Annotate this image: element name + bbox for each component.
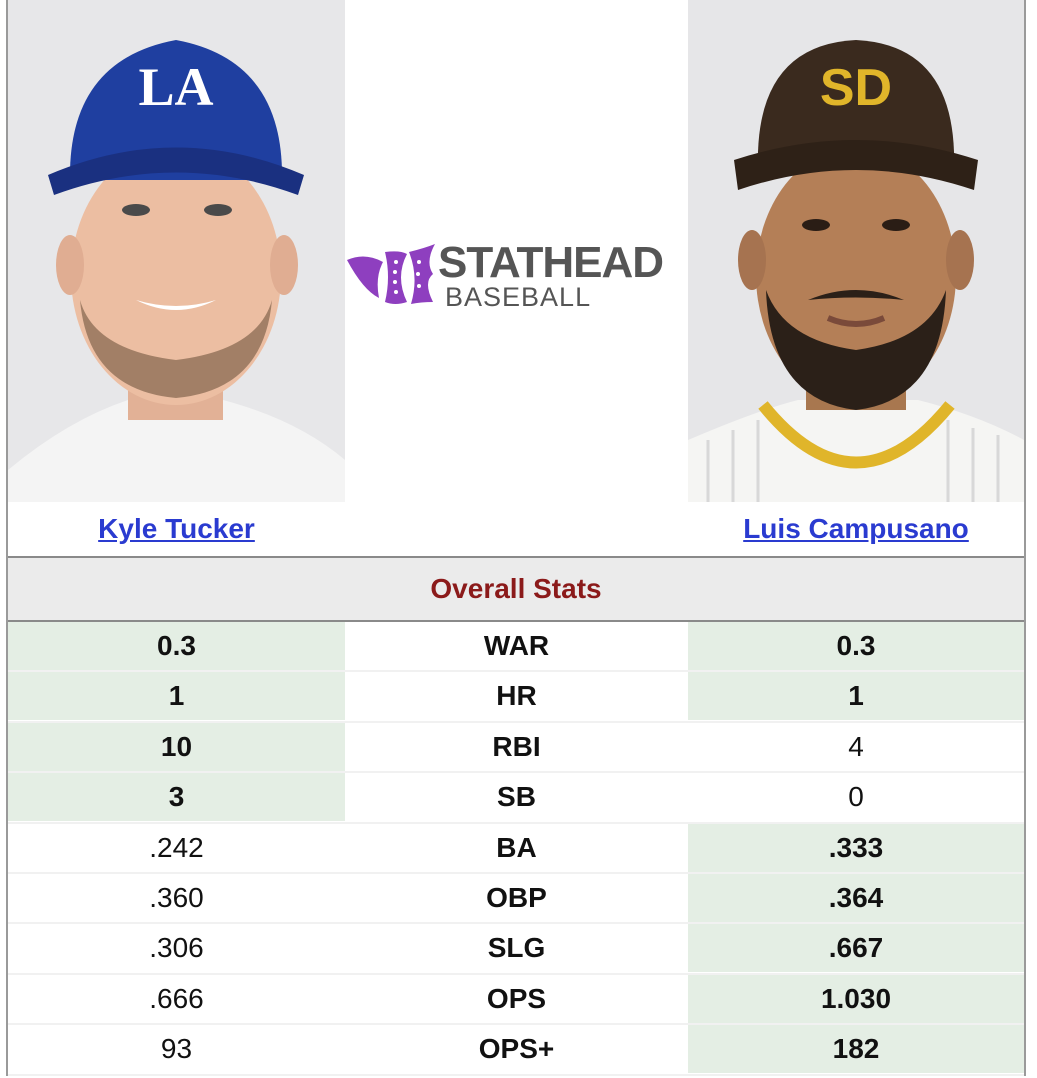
stat-value-right: .364: [688, 873, 1024, 922]
stat-value-right: 1: [688, 672, 1024, 721]
stat-value-left: 1: [8, 672, 345, 721]
row-divider: [8, 821, 1024, 824]
stat-value-left: 3: [8, 773, 345, 822]
row-divider: [8, 670, 1024, 673]
divider: [8, 556, 1024, 558]
row-divider: [8, 771, 1024, 774]
row-divider: [8, 1073, 1024, 1076]
stat-value-left: .306: [149, 932, 204, 964]
player-name-cell-right: Luis Campusano: [688, 502, 1024, 556]
stat-row-obp: .360 OBP .364: [8, 873, 1024, 925]
stat-value-left: .242: [149, 831, 204, 863]
logo-text-stathead: STATHEAD: [438, 238, 664, 287]
stathead-logo: STATHEAD BASEBALL: [345, 232, 688, 322]
player-link-right[interactable]: Luis Campusano: [743, 513, 969, 544]
stat-row-hr: 1 HR 1: [8, 672, 1024, 723]
sd-cap-logo: SD: [820, 59, 892, 117]
stat-row-ops: .666 OPS 1.030: [8, 974, 1024, 1026]
stat-row-sb: 3 SB 0: [8, 773, 1024, 824]
row-divider: [8, 972, 1024, 975]
stats-table: 0.3 WAR 0.3 1 HR 1 10 RBI 4 3 SB 0.242 BA .333.360 OBP…: [8, 622, 1024, 1076]
stat-value-right: 182: [688, 1025, 1024, 1074]
stat-value-left: 10: [8, 722, 345, 771]
row-divider: [8, 871, 1024, 874]
logo-text-baseball: BASEBALL: [445, 282, 592, 312]
stat-label: SB: [497, 781, 536, 813]
player-photo-left: LA: [8, 0, 345, 502]
stat-label: OPS+: [478, 1033, 555, 1065]
row-divider: [8, 922, 1024, 925]
stat-value-right: 1.030: [688, 974, 1024, 1023]
baseball-wings-icon: [347, 244, 435, 304]
stat-value-left: .360: [149, 881, 204, 913]
stat-value-left: 93: [160, 1033, 193, 1065]
stat-row-ops-plus: 93 OPS+ 182: [8, 1025, 1024, 1076]
stat-row-rbi: 10 RBI 4: [8, 722, 1024, 774]
stat-label: OPS: [486, 982, 547, 1014]
stat-value-right: .333: [688, 823, 1024, 872]
row-divider: [8, 1023, 1024, 1026]
stat-row-ba: .242 BA .333: [8, 823, 1024, 874]
divider: [8, 620, 1024, 622]
stat-row-war: 0.3 WAR 0.3: [8, 622, 1024, 673]
stat-label: HR: [496, 680, 537, 712]
stat-value-right: .667: [688, 924, 1024, 973]
stat-value-left: .666: [149, 982, 204, 1014]
player-name-cell-left: Kyle Tucker: [8, 502, 345, 556]
stat-label: OBP: [486, 881, 547, 913]
row-divider: [8, 720, 1024, 723]
la-cap-logo: LA: [138, 57, 213, 117]
section-title: Overall Stats: [8, 558, 1024, 620]
stat-row-slg: .306 SLG .667: [8, 924, 1024, 975]
stat-value-right: 0.3: [688, 622, 1024, 670]
stat-label: BA: [496, 831, 537, 863]
stat-value-left: 0.3: [8, 622, 345, 670]
stat-label: SLG: [487, 932, 546, 964]
player-link-left[interactable]: Kyle Tucker: [98, 513, 255, 544]
stat-value-right: 0: [848, 781, 864, 813]
stat-value-right: 4: [848, 730, 864, 762]
stat-label: RBI: [492, 730, 541, 762]
stat-label: WAR: [483, 630, 550, 661]
center-logo-cell: STATHEAD BASEBALL: [345, 0, 688, 556]
player-photo-right: SD: [688, 0, 1024, 502]
